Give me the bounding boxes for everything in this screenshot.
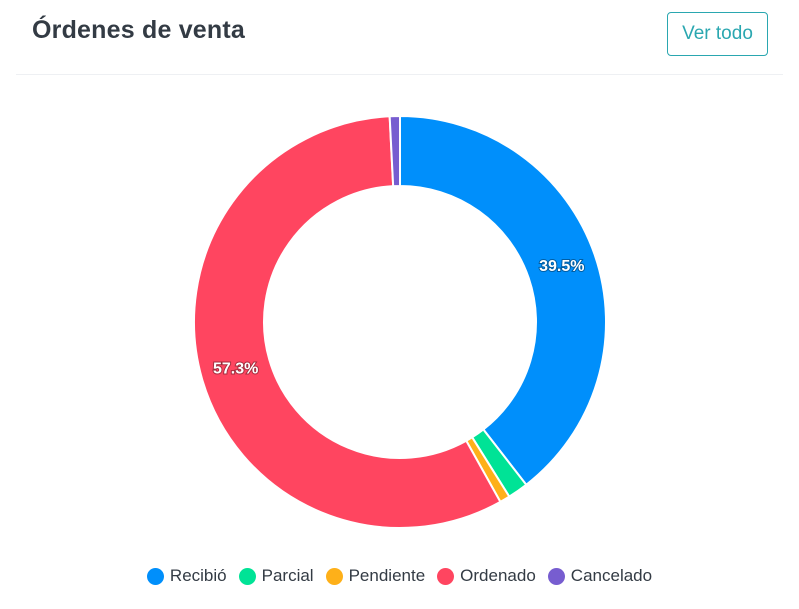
legend-item-ordenado[interactable]: Ordenado [437, 566, 536, 586]
slice-ordenado[interactable] [193, 115, 502, 529]
legend-marker [325, 567, 343, 585]
legend-item-recibió[interactable]: Recibió [146, 566, 227, 586]
chart-legend: Recibió Parcial Pendiente Ordenado Cancelado [0, 562, 799, 590]
donut-chart: 39.5% 57.3% [0, 80, 799, 550]
legend-item-cancelado[interactable]: Cancelado [547, 566, 653, 586]
slice-recibió[interactable] [399, 114, 607, 487]
legend-label: Cancelado [570, 566, 653, 585]
card-title: Órdenes de venta [32, 16, 246, 44]
slice-label-ordenado: 57.3% [213, 361, 258, 378]
legend-label: Parcial [261, 566, 314, 585]
legend-marker [238, 567, 256, 585]
card-header: Órdenes de venta Ver todo [16, 0, 783, 75]
legend-marker [547, 567, 565, 585]
slice-cancelado[interactable] [388, 114, 401, 188]
view-all-button[interactable]: Ver todo [667, 12, 768, 56]
legend-label: Recibió [169, 566, 227, 585]
legend-item-parcial[interactable]: Parcial [238, 566, 314, 586]
legend-label: Ordenado [460, 566, 536, 585]
legend-marker [437, 567, 455, 585]
donut-chart-svg: 39.5% 57.3% [193, 114, 607, 529]
legend-item-pendiente[interactable]: Pendiente [325, 566, 426, 586]
legend-label: Pendiente [348, 566, 426, 585]
slice-label-recibió: 39.5% [539, 258, 584, 275]
legend-marker [146, 567, 164, 585]
